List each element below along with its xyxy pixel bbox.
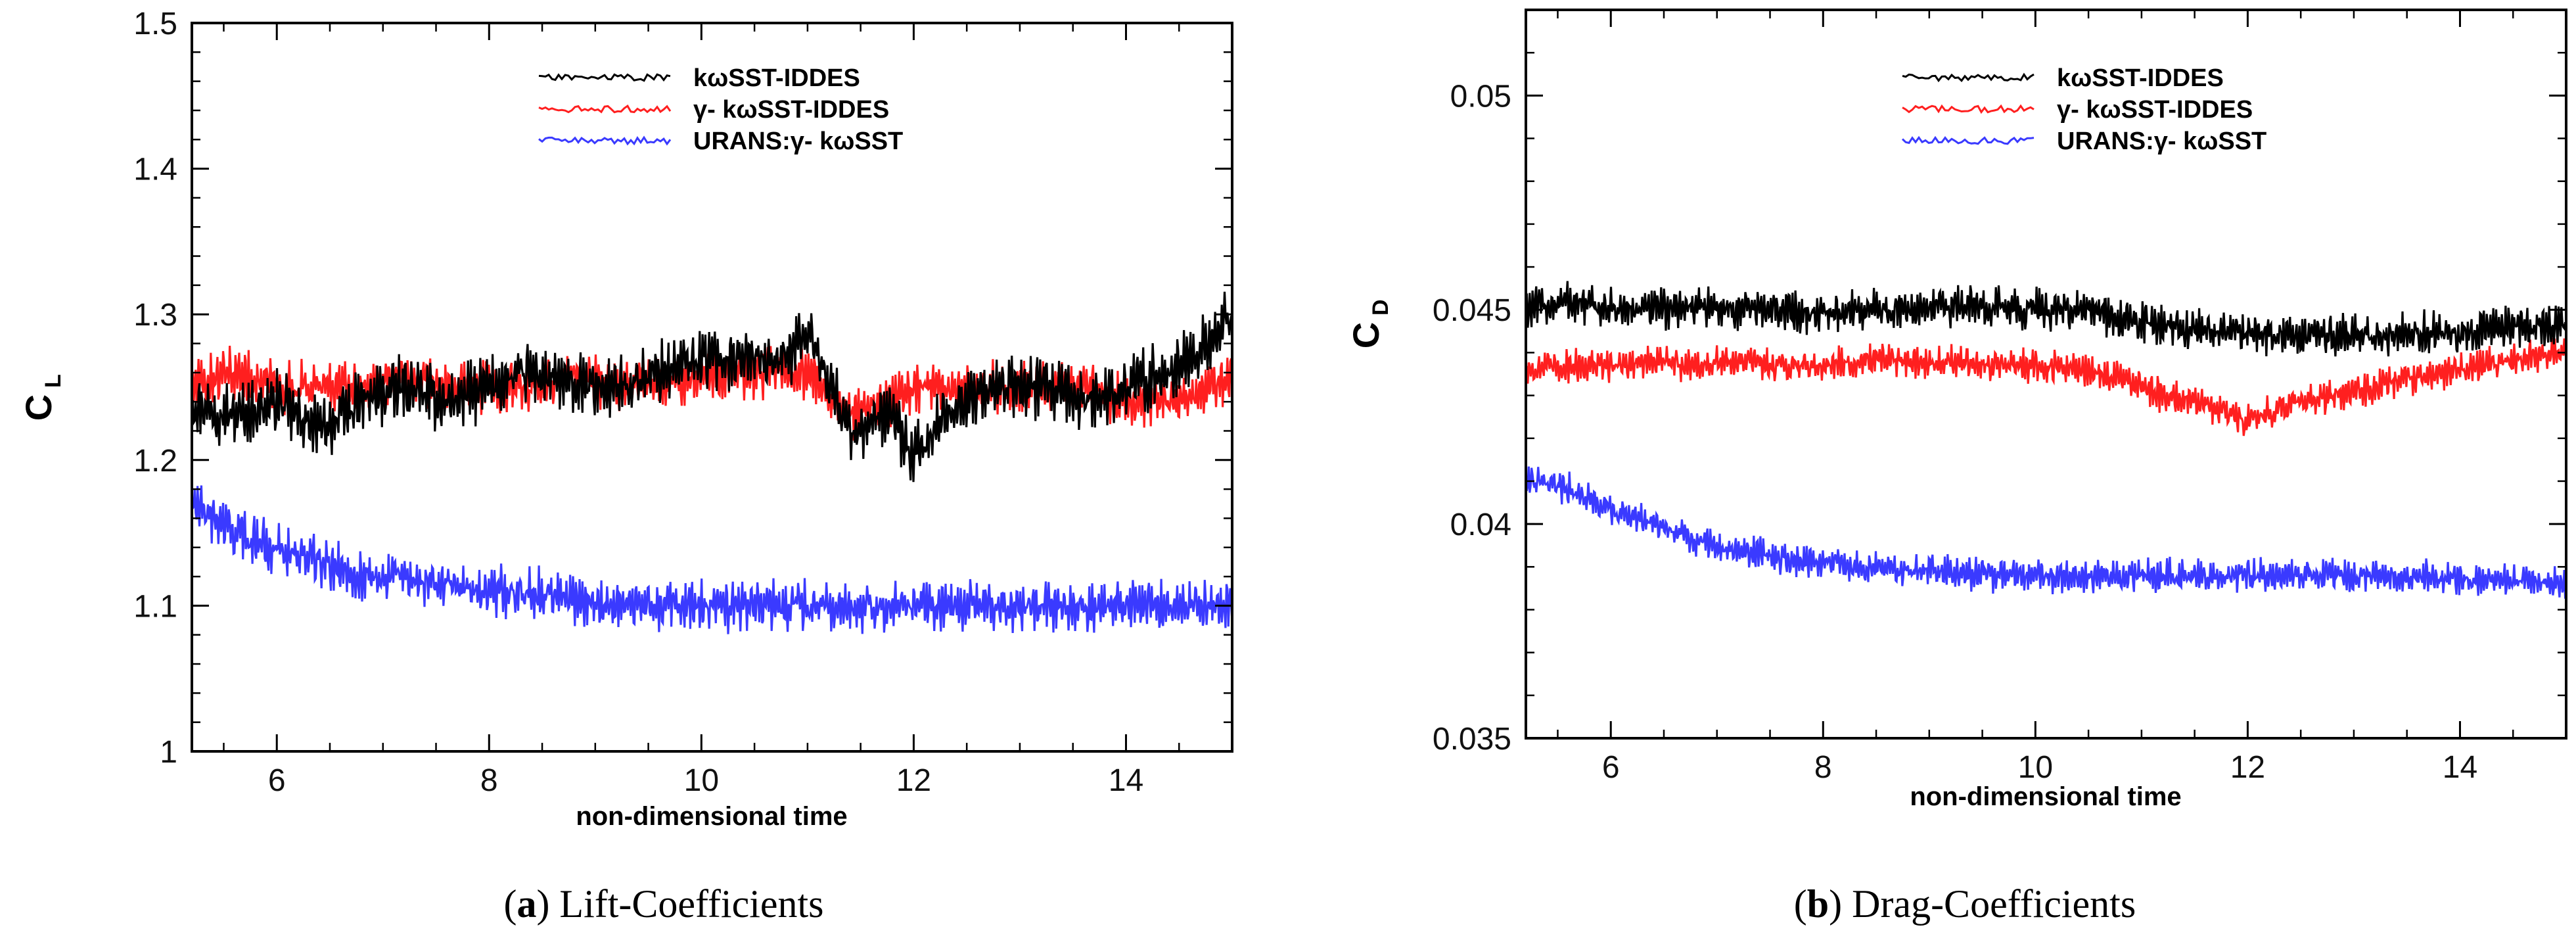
lift-series-line-0: [192, 291, 1232, 483]
lift-plot-lines: [192, 291, 1232, 634]
y-tick-label: 1.5: [133, 7, 177, 41]
drag-axis-ticks: 6 8 10 12 14 0.035 0.04 0.045 0.05: [1433, 9, 2567, 785]
legend-swatch: [538, 73, 671, 82]
lift-x-axis-label: non-dimensional time: [576, 802, 847, 831]
x-tick-label: 12: [2230, 750, 2265, 785]
lift-axis-ticks: 6 8 10 12 14 1 1.1 1.2 1.3 1.4 1.5: [133, 7, 1233, 798]
y-tick-label: 0.045: [1433, 293, 1511, 328]
drag-plot-frame: [1525, 9, 2567, 740]
drag-y-axis-label-main: C: [1345, 322, 1387, 348]
drag-y-axis-label-sub: D: [1368, 299, 1393, 316]
lift-caption: (a) Lift-Coefficients: [503, 882, 823, 926]
drag-series-line-2: [1526, 466, 2566, 599]
x-tick-label: 6: [268, 763, 286, 798]
y-tick-label: 0.05: [1450, 79, 1511, 114]
legend-swatch: [1901, 135, 2035, 145]
y-tick-label: 1.4: [133, 153, 177, 187]
lift-plot-frame: [191, 22, 1233, 753]
x-tick-label: 8: [1814, 750, 1832, 785]
drag-series-line-1: [1526, 337, 2566, 436]
lift-series-line-2: [192, 485, 1232, 634]
y-tick-label: 1.3: [133, 298, 177, 333]
legend-swatch: [538, 135, 672, 146]
drag-legend: kωSST-IDDES γ- kωSST-IDDES URANS:γ- kωSST: [1901, 64, 2266, 155]
y-tick-label: 1.2: [133, 444, 177, 479]
lift-y-axis-label: C L: [18, 374, 66, 421]
drag-caption-text: Drag-Coefficients: [1852, 882, 2136, 926]
legend-swatch: [1902, 104, 2035, 114]
drag-plot-lines: [1526, 281, 2566, 599]
lift-legend: kωSST-IDDES γ- kωSST-IDDES URANS:γ- kωSST: [538, 64, 903, 155]
lift-chart: 6 8 10 12 14 1 1.1 1.2 1.3 1.4 1.5 kωSST-IDDES γ- k…: [18, 7, 1233, 926]
y-tick-label: 0.04: [1450, 507, 1511, 542]
drag-caption-label: b: [1807, 882, 1829, 926]
legend-label: URANS:γ- kωSST: [693, 128, 903, 155]
y-tick-label: 1: [160, 735, 177, 770]
drag-series-line-0: [1526, 281, 2566, 357]
x-tick-label: 14: [2443, 750, 2477, 785]
x-tick-label: 14: [1109, 763, 1143, 798]
legend-swatch: [538, 105, 672, 114]
legend-label: kωSST-IDDES: [2057, 64, 2224, 92]
lift-y-axis-label-sub: L: [41, 374, 66, 388]
legend-label: URANS:γ- kωSST: [2057, 128, 2266, 155]
legend-label: kωSST-IDDES: [693, 64, 860, 92]
drag-x-axis-label: non-dimensional time: [1910, 782, 2181, 811]
y-tick-label: 1.1: [133, 589, 177, 624]
x-tick-label: 8: [480, 763, 498, 798]
x-tick-label: 10: [684, 763, 719, 798]
x-tick-label: 12: [896, 763, 931, 798]
legend-label: γ- kωSST-IDDES: [693, 96, 889, 124]
drag-chart: 6 8 10 12 14 0.035 0.04 0.045 0.05 kωSST-IDDES γ-…: [1345, 9, 2567, 926]
x-tick-label: 6: [1602, 750, 1620, 785]
lift-y-axis-label-main: C: [18, 394, 59, 421]
lift-caption-label: a: [517, 882, 536, 926]
legend-label: γ- kωSST-IDDES: [2057, 96, 2253, 124]
lift-caption-text: Lift-Coefficients: [559, 882, 823, 926]
x-tick-label: 10: [2018, 750, 2053, 785]
drag-y-axis-label: C D: [1345, 299, 1393, 348]
drag-caption: (b) Drag-Coefficients: [1794, 882, 2136, 926]
legend-swatch: [1902, 72, 2035, 83]
y-tick-label: 0.035: [1433, 722, 1511, 757]
